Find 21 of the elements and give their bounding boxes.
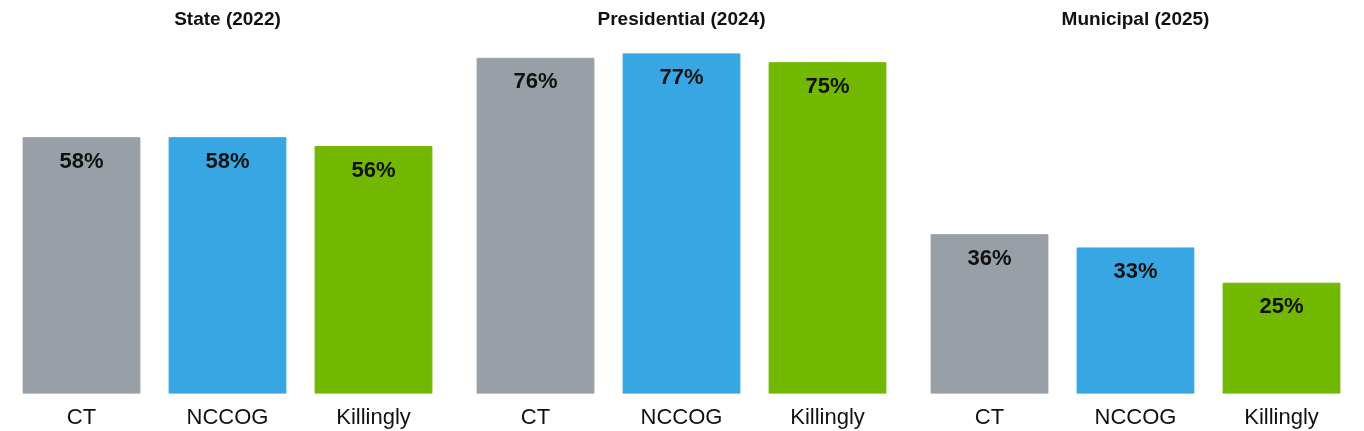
data-label: 75% bbox=[805, 72, 850, 98]
data-label: 58% bbox=[59, 147, 104, 173]
x-tick-label: Killingly bbox=[790, 403, 865, 429]
data-label: 33% bbox=[1113, 257, 1158, 283]
data-label: 76% bbox=[513, 68, 558, 94]
chart-title: State (2022) bbox=[174, 7, 281, 29]
x-tick-label: NCCOG bbox=[1094, 403, 1177, 429]
data-label: 56% bbox=[351, 156, 396, 182]
x-tick-label: Killingly bbox=[336, 403, 411, 429]
x-tick-label: Killingly bbox=[1244, 403, 1319, 429]
data-label: 77% bbox=[659, 63, 704, 89]
x-tick-label: NCCOG bbox=[640, 403, 723, 429]
data-label: 36% bbox=[967, 244, 1012, 270]
x-tick-label: NCCOG bbox=[186, 403, 269, 429]
x-tick-label: CT bbox=[974, 403, 1005, 429]
x-tick-label: CT bbox=[66, 403, 97, 429]
data-label: 58% bbox=[205, 147, 250, 173]
data-label: 25% bbox=[1259, 293, 1304, 319]
chart-title: Municipal (2025) bbox=[1061, 7, 1210, 29]
x-tick-label: CT bbox=[520, 403, 551, 429]
chart-title: Presidential (2024) bbox=[597, 7, 766, 29]
